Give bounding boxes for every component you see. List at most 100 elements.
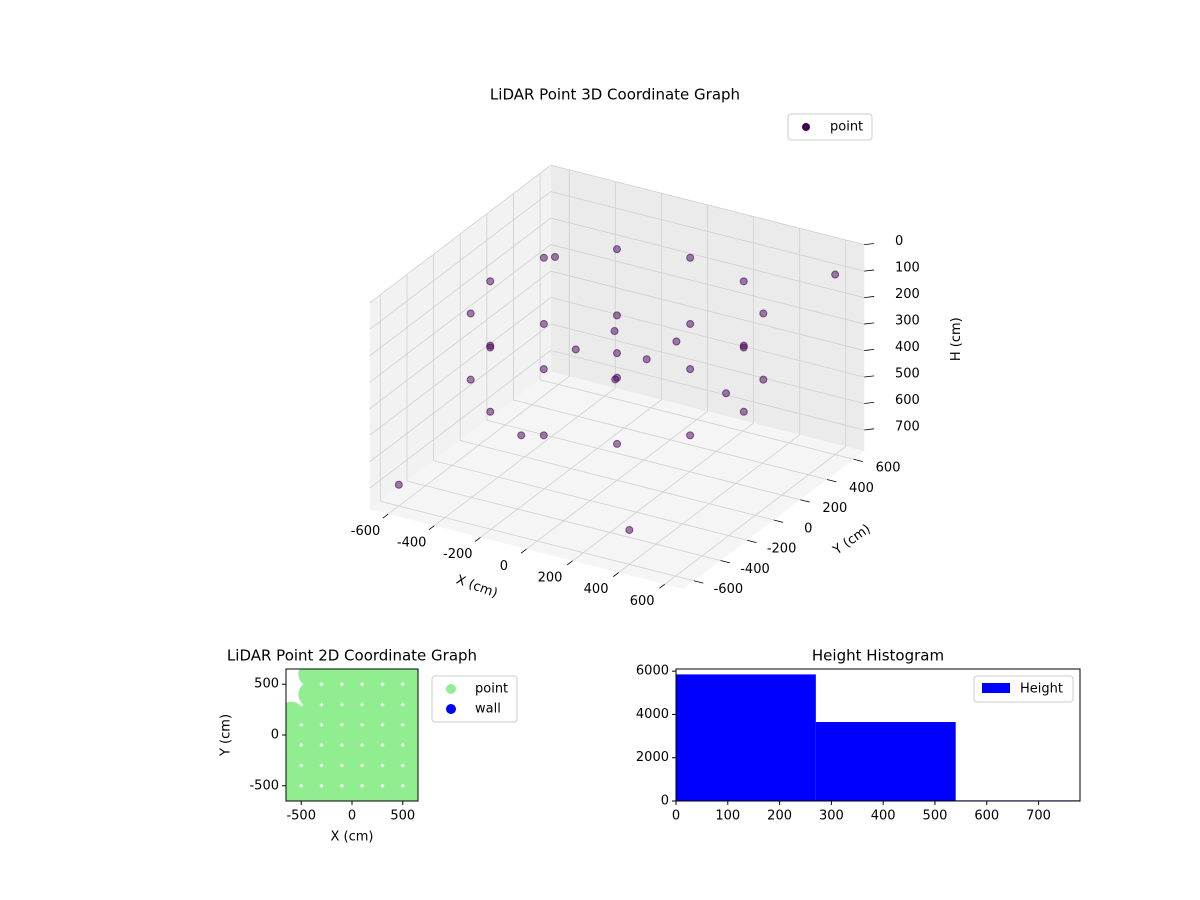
data-point: [517, 431, 526, 440]
histogram-bar: [815, 722, 956, 801]
data-point: [339, 701, 365, 728]
data-point: [339, 782, 365, 801]
data-point: [318, 762, 345, 789]
data-point: [399, 681, 418, 708]
grid-line: [380, 500, 694, 582]
data-point: [642, 355, 651, 364]
data-point: [359, 782, 386, 801]
data-point: [318, 742, 345, 769]
data-point: [286, 722, 305, 748]
z-axis-label: H (cm): [949, 317, 964, 361]
data-point: [686, 431, 695, 440]
tick-mark: [864, 269, 875, 272]
y-tick-label: 0: [271, 728, 279, 743]
data-point: [379, 762, 406, 789]
x-tick-label: 400: [871, 809, 896, 824]
data-point: [686, 365, 695, 374]
data-point: [298, 742, 325, 769]
tick-mark: [382, 513, 389, 519]
legend-marker: [446, 684, 456, 694]
tick-mark: [800, 499, 810, 503]
tick-mark: [566, 560, 573, 566]
tick-mark: [428, 525, 435, 531]
grid-line: [550, 350, 865, 431]
data-point: [298, 669, 325, 688]
grid-line: [369, 270, 551, 410]
grid-line: [369, 217, 551, 357]
data-point: [286, 762, 305, 789]
data-point: [298, 681, 325, 708]
data-point: [359, 722, 386, 748]
y-tick-label: -500: [249, 778, 279, 793]
tick-mark: [826, 479, 837, 483]
grid-line: [486, 419, 801, 501]
plot-area: [286, 669, 418, 801]
x-tick-label: 200: [767, 809, 792, 824]
data-point: [339, 762, 365, 789]
data-point: [298, 762, 325, 789]
grid-line: [369, 350, 551, 489]
tick-mark: [864, 296, 875, 298]
data-point: [759, 309, 768, 318]
data-point: [399, 742, 418, 769]
data-point: [686, 253, 695, 262]
x-tick-label: -200: [443, 547, 473, 562]
y-tick-label: 2000: [636, 750, 669, 765]
data-point: [318, 669, 345, 688]
data-point: [339, 742, 365, 769]
data-point: [759, 375, 768, 384]
x-tick-label: 600: [630, 594, 655, 609]
x-tick-label: 200: [538, 571, 563, 586]
tick-mark: [613, 572, 619, 577]
tick-mark: [864, 322, 875, 325]
data-point: [359, 742, 386, 769]
grid-line: [550, 164, 865, 246]
data-point: [379, 722, 406, 748]
z-tick-label: 400: [895, 340, 920, 355]
y-tick-label: 600: [876, 461, 901, 476]
y-tick-label: 400: [849, 481, 874, 496]
data-point: [613, 439, 622, 448]
data-point: [399, 782, 418, 801]
data-point: [286, 742, 305, 769]
y-tick-label: -600: [714, 582, 744, 597]
grid-line: [433, 460, 748, 541]
data-point: [539, 253, 548, 262]
data-point: [359, 669, 386, 688]
data-point: [610, 327, 619, 336]
data-point: [739, 343, 748, 352]
grid-line: [369, 164, 551, 304]
histogram-bar: [676, 674, 816, 801]
data-point: [379, 669, 406, 688]
x-tick-label: 600: [974, 809, 999, 824]
tick-mark: [520, 548, 527, 554]
data-point: [399, 722, 418, 748]
grid-line: [369, 297, 551, 436]
tick-mark: [693, 580, 704, 584]
y-tick-label: 6000: [636, 664, 669, 679]
x-tick-label: 100: [715, 809, 740, 824]
axes-frame: [675, 668, 1081, 802]
legend-label: point: [475, 682, 508, 697]
y-tick-label: 0: [661, 794, 669, 809]
tick-mark: [773, 519, 784, 523]
legend-label: wall: [475, 702, 501, 717]
data-point: [399, 762, 418, 789]
data-point: [613, 349, 621, 358]
data-point: [359, 701, 386, 728]
grid-line: [540, 379, 854, 460]
legend-label: Height: [1020, 682, 1063, 697]
grid-line: [550, 270, 865, 351]
y-tick-label: 4000: [636, 707, 669, 722]
tick-mark: [853, 458, 864, 463]
tick-mark: [864, 401, 875, 404]
grid-line: [369, 191, 551, 330]
x-tick-label: 0: [348, 809, 356, 824]
grid-line: [550, 323, 865, 404]
y-tick-label: -400: [740, 562, 770, 577]
data-point: [298, 782, 325, 801]
data-point: [625, 525, 634, 534]
tick-mark: [864, 243, 875, 246]
data-point: [318, 782, 345, 801]
